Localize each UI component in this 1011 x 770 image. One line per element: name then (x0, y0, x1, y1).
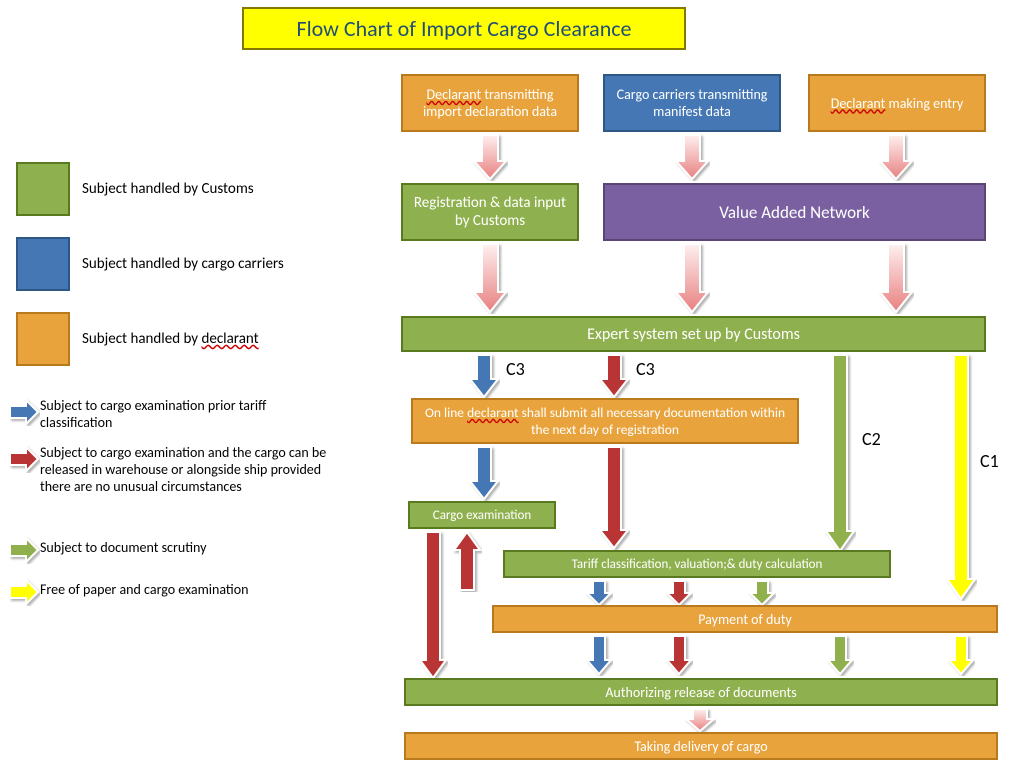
title-box: Flow Chart of Import Cargo Clearance (242, 7, 686, 50)
node-expert-system: Expert system set up by Customs (401, 316, 986, 352)
arrow-n1-n4 (472, 133, 508, 181)
node-declarant-entry: Declarant making entry (808, 74, 986, 132)
node-authorize: Authorizing release of documents (404, 678, 998, 706)
legend-arrow-green (8, 536, 40, 564)
arrow-n7-red (598, 445, 630, 550)
arrow-pay-red (665, 634, 693, 676)
label-c2: C2 (862, 428, 881, 450)
node-text: Value Added Network (719, 202, 870, 223)
node-text: Payment of duty (698, 611, 792, 628)
arrow-c1-yellow (945, 353, 977, 601)
node-text: Registration & data input by Customs (411, 194, 569, 230)
legend-sq-declarant (16, 312, 70, 366)
node-text: Tariff classification, valuation;& duty … (572, 557, 823, 572)
label-c3a: C3 (506, 358, 525, 380)
legend-arrow-red (8, 445, 40, 473)
arrow-pay-green (826, 634, 854, 676)
node-online-declarant: On line declarant shall submit all neces… (411, 398, 799, 444)
legend-arrow-text-red: Subject to cargo examination and the car… (40, 445, 335, 495)
arrow-pay-yellow (947, 634, 975, 676)
arrow-n2-n5 (674, 133, 710, 181)
node-declarant-transmit: Declarant transmitting import declaratio… (401, 74, 579, 132)
node-text: On line declarant shall submit all neces… (421, 404, 789, 438)
arrow-n4-n6 (472, 242, 508, 314)
arrow-c2-green (824, 353, 856, 553)
node-tariff: Tariff classification, valuation;& duty … (503, 550, 891, 578)
arrow-auth-take (684, 707, 716, 733)
arrow-cargo-down-long (418, 530, 448, 680)
arrow-tariff-green (748, 579, 776, 607)
legend-sq-customs (16, 162, 70, 216)
node-registration: Registration & data input by Customs (401, 183, 579, 241)
node-text: Taking delivery of cargo (634, 738, 767, 755)
arrow-tariff-blue (585, 579, 613, 607)
node-taking-delivery: Taking delivery of cargo (404, 732, 998, 760)
node-text: Declarant making entry (831, 95, 964, 112)
arrow-c3-red (598, 353, 630, 399)
arrow-n7-blue (468, 445, 500, 501)
arrow-c3-blue (468, 353, 500, 399)
legend-arrow-text-yellow: Free of paper and cargo examination (40, 582, 248, 599)
arrow-pay-blue (585, 634, 613, 676)
label-c1: C1 (980, 450, 999, 472)
node-text: Expert system set up by Customs (587, 325, 800, 344)
title-text: Flow Chart of Import Cargo Clearance (296, 15, 631, 42)
legend-arrow-text-blue: Subject to cargo examination prior tarif… (40, 398, 335, 432)
legend-sq-carriers (16, 237, 70, 291)
node-text: Cargo carriers transmitting manifest dat… (613, 86, 771, 120)
arrow-tariff-red (665, 579, 693, 607)
label-c3b: C3 (636, 358, 655, 380)
node-text: Authorizing release of documents (605, 684, 796, 701)
legend-text-carriers: Subject handled by cargo carriers (82, 255, 284, 273)
node-payment: Payment of duty (492, 605, 998, 633)
legend-arrow-blue (8, 398, 40, 426)
arrow-cargo-up (452, 530, 482, 592)
node-cargo-exam: Cargo examination (408, 501, 556, 529)
arrow-n5-n6-left (674, 242, 710, 314)
node-cargo-carriers: Cargo carriers transmitting manifest dat… (603, 74, 781, 132)
arrow-n3-n5 (878, 133, 914, 181)
arrow-n5-n6-right (878, 242, 914, 314)
legend-text-declarant: Subject handled by declarant (82, 330, 259, 348)
node-van: Value Added Network (603, 183, 986, 241)
legend-arrow-yellow (8, 578, 40, 606)
legend-text-customs: Subject handled by Customs (82, 180, 254, 198)
legend-arrow-text-green: Subject to document scrutiny (40, 540, 206, 557)
node-text: Declarant transmitting import declaratio… (411, 86, 569, 120)
node-text: Cargo examination (433, 508, 531, 523)
